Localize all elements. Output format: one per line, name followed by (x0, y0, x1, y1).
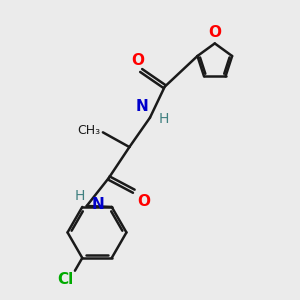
Text: O: O (208, 25, 221, 40)
Text: H: H (75, 189, 85, 203)
Text: Cl: Cl (57, 272, 74, 287)
Text: H: H (159, 112, 169, 126)
Text: O: O (137, 194, 150, 209)
Text: O: O (132, 52, 145, 68)
Text: N: N (136, 99, 148, 114)
Text: CH₃: CH₃ (77, 124, 100, 137)
Text: N: N (92, 197, 105, 212)
